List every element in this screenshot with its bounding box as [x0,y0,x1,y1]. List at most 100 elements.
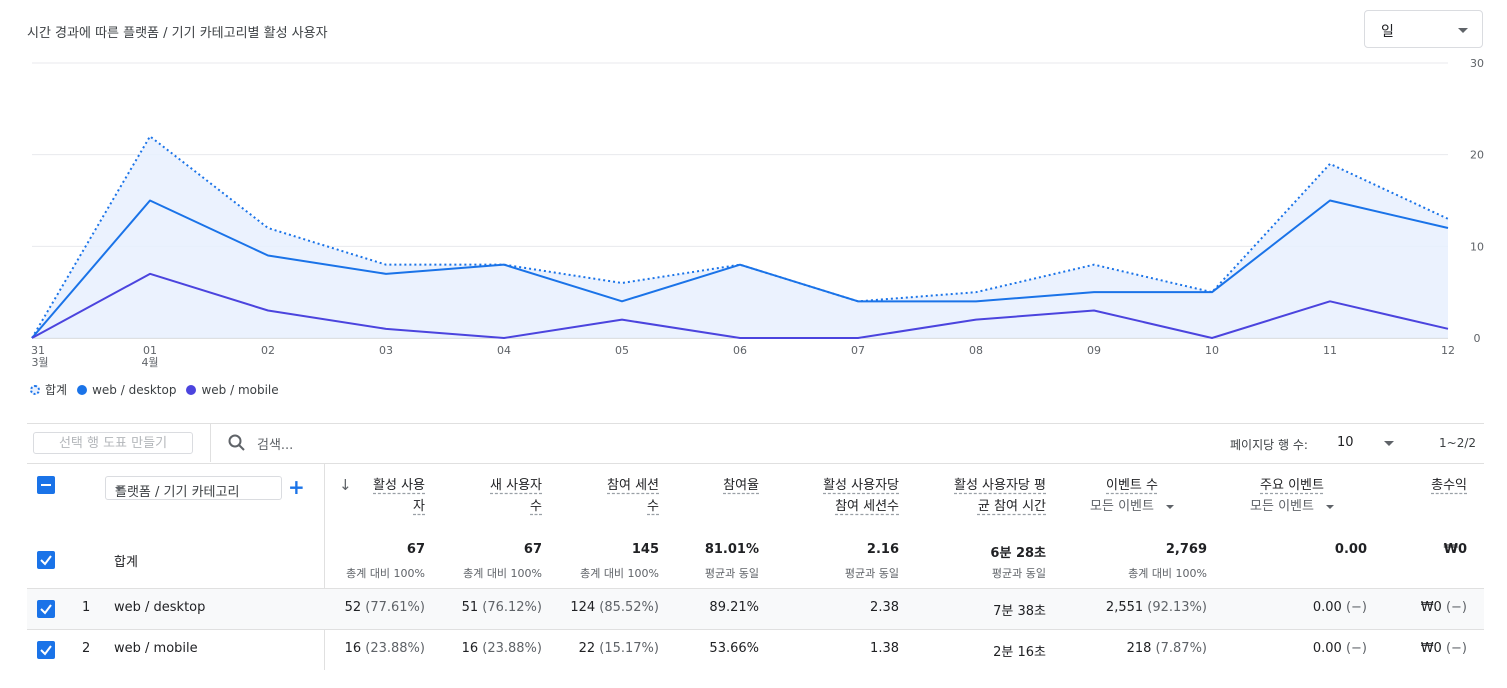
column-header-label: 활성 사용자당 [823,478,899,493]
check-icon [40,604,52,615]
chevron-down-icon [1458,28,1468,33]
cell-percent: (15.17%) [595,641,659,656]
table-cell: 218 (7.87%) [1047,641,1207,656]
totals-value: 145 [631,542,659,557]
legend-item-desktop[interactable]: web / desktop [77,383,176,397]
y-tick-label: 30 [1470,57,1484,70]
create-chart-button[interactable]: 선택 행 도표 만들기 [33,432,193,454]
cell-percent: (23.88%) [361,641,425,656]
event-filter-select[interactable]: 모든 이벤트 [1227,496,1357,517]
column-header-label: 참여 세션 [607,478,659,493]
totals-value: 2,769 [1165,542,1207,557]
y-tick-label: 20 [1470,149,1484,162]
column-header[interactable]: 새 사용자 수 [442,475,542,517]
rows-per-page-label: 페이지당 행 수: [1230,438,1308,452]
table-cell: 124 (85.52%) [529,600,659,615]
dimension-select[interactable]: 플랫폼 / 기기 카테고리 [105,476,282,500]
event-filter-select[interactable]: 모든 이벤트 [1067,496,1197,517]
chevron-down-icon[interactable] [1384,441,1394,446]
cell-value: 51 [461,600,479,615]
cell-percent: (−) [1441,600,1467,615]
column-header[interactable]: 주요 이벤트 모든 이벤트 [1227,475,1357,517]
table-cell: 2.38 [749,600,899,615]
divider [27,588,1484,589]
totals-value: 81.01% [704,542,759,557]
table-cell: 0.00 (−) [1207,641,1367,656]
totals-value: 2.16 [866,542,899,557]
row-index: 2 [82,641,91,656]
table-cell: 16 (23.88%) [412,641,542,656]
column-header-label: 활성 사용 [373,478,425,493]
totals-note: 총계 대비 100% [580,567,659,580]
totals-checkbox[interactable] [37,551,55,569]
cell-percent: (23.88%) [478,641,542,656]
event-filter-value: 모든 이벤트 [1090,499,1154,514]
period-dropdown-value: 일 [1381,24,1394,40]
x-tick-label: 12 [1441,344,1455,357]
divider [27,423,1484,424]
search-input[interactable]: 검색... [257,438,294,453]
column-header[interactable]: 참여율 [669,475,759,496]
legend-item-total[interactable]: 합계 [30,381,67,398]
column-header[interactable]: 참여 세션 수 [559,475,659,517]
totals-note: 총계 대비 100% [463,567,542,580]
totals-note: 평균과 동일 [991,567,1046,580]
x-tick-label: 08 [969,344,983,357]
table-cell: 22 (15.17%) [529,641,659,656]
row-checkbox[interactable] [37,600,55,618]
totals-note: 총계 대비 100% [346,567,425,580]
divider [27,629,1484,630]
column-header[interactable]: 활성 사용 자 [335,475,425,517]
cell-value: 2분 16초 [993,645,1046,660]
sort-arrow-icon[interactable]: ↓ [339,476,352,494]
rows-per-page-select[interactable]: 10 [1337,435,1354,450]
cell-value: 0.00 [1312,641,1342,656]
cell-value: 1.38 [870,641,899,656]
row-dimension-value[interactable]: web / mobile [114,641,198,656]
add-dimension-icon[interactable]: + [288,475,305,499]
pagination-range: 1~2/2 [1439,436,1477,450]
cell-value: 2,551 [1105,600,1144,615]
cell-percent: (85.52%) [595,600,659,615]
table-cell: 53.66% [639,641,759,656]
totals-note: 총계 대비 100% [1128,567,1207,580]
row-checkbox[interactable] [37,641,55,659]
period-dropdown[interactable]: 일 [1364,10,1483,48]
search-icon [228,434,245,451]
row-dimension-value[interactable]: web / desktop [114,600,206,615]
divider [210,424,211,462]
check-icon [40,555,52,566]
x-tick-label: 04 [497,344,511,357]
chevron-down-icon [115,487,123,491]
totals-value: 67 [523,542,542,557]
divider [27,463,1484,464]
cell-value: 7분 38초 [993,604,1046,619]
totals-value: 6분 28초 [990,546,1046,561]
cell-value: 0.00 [1312,600,1342,615]
cell-value: ₩0 [1420,600,1442,615]
totals-note: 평균과 동일 [704,567,759,580]
table-cell: 2분 16초 [886,641,1046,660]
column-header[interactable]: 이벤트 수 모든 이벤트 [1067,475,1197,517]
minus-icon [41,484,51,486]
table-row[interactable] [27,589,1484,629]
check-icon [40,645,52,656]
table-cell: ₩0 (−) [1357,641,1467,656]
column-header-label: 균 참여 시간 [977,499,1046,514]
x-tick-sublabel: 3월 [31,356,48,369]
divider [324,464,325,670]
column-header-label: 참여 세션수 [835,499,899,514]
table-cell: 0.00 (−) [1207,600,1367,615]
cell-percent: (7.87%) [1151,641,1207,656]
cell-value: 53.66% [709,641,759,656]
select-all-checkbox[interactable] [37,476,55,494]
x-tick-label: 11 [1323,344,1337,357]
chevron-down-icon [1325,504,1334,509]
y-tick-label: 10 [1470,240,1484,253]
cell-percent: (−) [1341,600,1367,615]
legend-item-mobile[interactable]: web / mobile [186,383,279,397]
cell-value: 22 [578,641,596,656]
column-header[interactable]: 총수익 [1387,475,1467,496]
